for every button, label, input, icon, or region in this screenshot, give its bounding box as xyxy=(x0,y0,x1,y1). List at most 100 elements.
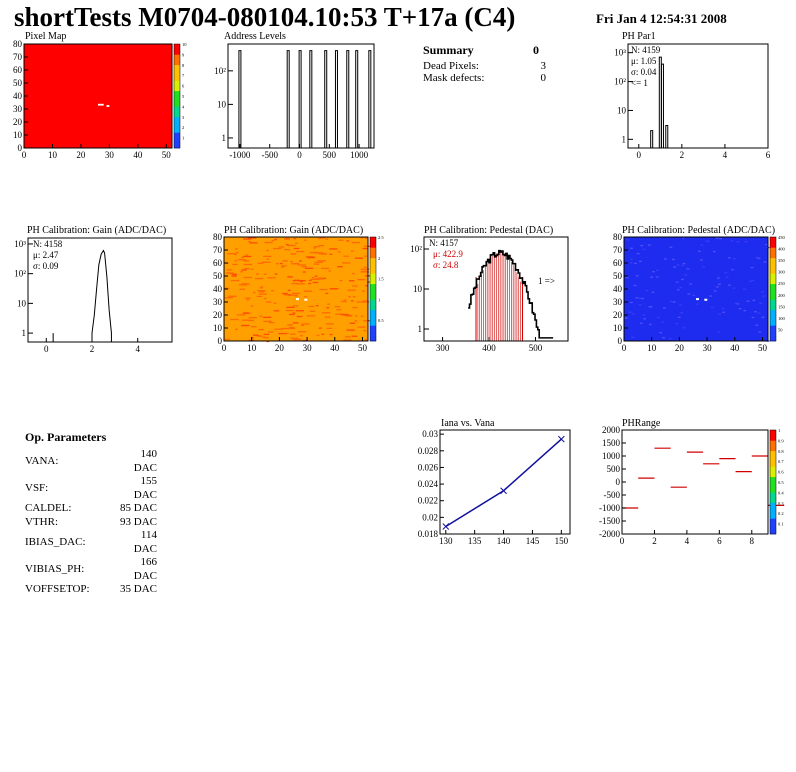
heatmap-cell xyxy=(352,285,358,287)
heatmap-cell xyxy=(626,239,630,241)
heatmap-cell xyxy=(307,256,316,259)
color-scale-cell xyxy=(174,132,180,138)
stats-text: μ: 1.05 xyxy=(631,56,657,66)
y-tick-label: 30 xyxy=(213,297,223,307)
heatmap-cell xyxy=(244,267,250,270)
y-tick-label: 30 xyxy=(613,297,623,307)
phrange-plot: PHRange 0 2 4 6 8 -2000 -1500 -1000 -500 0 500 1000 1… xyxy=(599,418,784,546)
heatmap-cell xyxy=(313,251,316,254)
heatmap-cell xyxy=(727,257,731,259)
heatmap-cell xyxy=(698,250,701,252)
heatmap-cell xyxy=(318,237,322,240)
summary-panel: Summary 0 Dead Pixels: 3 Mask defects: 0 xyxy=(423,43,553,84)
op-param-row: VANA: 140 DAC xyxy=(25,448,157,475)
heatmap-cell xyxy=(635,275,639,277)
op-param-label: IBIAS_DAC: xyxy=(25,535,86,548)
op-param-row: IBIAS_DAC: 114 DAC xyxy=(25,529,157,556)
heatmap-cell xyxy=(339,279,343,282)
heatmap-cell xyxy=(681,264,685,267)
color-scale-label: 200 xyxy=(778,293,786,298)
heatmap-cell xyxy=(682,237,685,239)
plot-frame xyxy=(27,237,173,343)
heatmap-cell xyxy=(306,315,316,317)
heatmap-cell xyxy=(318,244,325,247)
heatmap-cell xyxy=(763,261,767,263)
heatmap-cell xyxy=(677,316,681,318)
heatmap-cell xyxy=(296,315,303,318)
heatmap-cell xyxy=(351,272,355,275)
heatmap-cell xyxy=(639,322,643,324)
heatmap-cell xyxy=(248,317,257,319)
y-tick-label: 0.018 xyxy=(418,529,439,539)
y-tick-label: 2000 xyxy=(602,425,621,435)
y-tick-label: 10² xyxy=(410,244,422,254)
heatmap-cell xyxy=(641,297,644,300)
color-scale-cell xyxy=(770,508,776,514)
heatmap-cell xyxy=(315,278,324,280)
heatmap-cell xyxy=(226,269,233,271)
y-tick-label: 0.028 xyxy=(418,446,439,456)
heatmap-cell xyxy=(762,295,766,297)
color-scale-label: 350 xyxy=(778,258,786,263)
color-scale-frame xyxy=(769,236,777,342)
heatmap-cell xyxy=(225,272,234,274)
heatmap-cell xyxy=(765,243,769,246)
y-tick-label: 50 xyxy=(213,271,223,281)
y-tick-label: 10² xyxy=(614,77,626,87)
heatmap-cell xyxy=(226,272,230,274)
heatmap-cell xyxy=(336,309,340,311)
heatmap-cell xyxy=(289,313,295,316)
heatmap-cell xyxy=(243,238,252,240)
heatmap-cell xyxy=(250,305,254,307)
heatmap-cell xyxy=(338,309,342,311)
color-scale-cell xyxy=(770,278,776,285)
color-scale-cell xyxy=(370,268,376,274)
color-scale-cell xyxy=(370,278,376,285)
color-scale-cell xyxy=(770,523,776,530)
y-tick-label: 10 xyxy=(13,130,23,140)
color-scale-label: 450 xyxy=(778,235,786,240)
heatmap-cell xyxy=(645,290,649,292)
y-tick-label: 10 xyxy=(413,284,423,294)
color-scale-cell xyxy=(174,111,180,118)
heatmap-cell xyxy=(633,284,637,287)
heatmap-cell xyxy=(751,279,754,281)
y-tick-label: 0.03 xyxy=(422,429,438,439)
heatmap-cell xyxy=(346,240,350,242)
plot-title: Address Levels xyxy=(224,31,286,42)
heatmap-cell xyxy=(738,308,742,310)
y-tick-label: 10 xyxy=(17,298,27,308)
data-point xyxy=(500,487,507,495)
heatmap-cell xyxy=(319,288,328,291)
heatmap-cell xyxy=(259,315,263,317)
heatmap-cell xyxy=(348,296,351,298)
heatmap-cell xyxy=(351,335,358,337)
heatmap-cell xyxy=(295,310,304,312)
heatmap-cell xyxy=(363,301,369,303)
y-tick-label: -1500 xyxy=(599,516,620,526)
heatmap-cell xyxy=(730,240,734,242)
x-tick-label: 0 xyxy=(637,150,642,160)
heatmap-cell xyxy=(662,307,666,309)
heatmap-cell xyxy=(313,263,320,265)
heatmap-cell xyxy=(657,316,660,319)
op-param-label: VOFFSETOP: xyxy=(25,583,90,595)
heatmap-cell xyxy=(262,316,272,319)
heatmap-cell xyxy=(290,253,297,255)
color-scale-label: 6 xyxy=(182,84,185,89)
heatmap-cell xyxy=(668,337,672,340)
heatmap-cell xyxy=(636,252,640,255)
x-tick-label: 300 xyxy=(436,343,450,353)
heatmap-cell xyxy=(659,331,663,334)
color-scale-label: 0.4 xyxy=(778,490,784,495)
data-point xyxy=(442,523,450,530)
color-scale-label: 400 xyxy=(778,247,786,252)
heatmap-cell xyxy=(709,295,712,297)
y-tick-label: -500 xyxy=(604,490,621,500)
heatmap-cell xyxy=(300,335,303,337)
color-scale-cell xyxy=(370,237,376,243)
heatmap-cell xyxy=(294,279,300,281)
heatmap-cell xyxy=(289,294,299,296)
color-scale-cell xyxy=(370,283,376,290)
peak-bar xyxy=(298,50,302,148)
